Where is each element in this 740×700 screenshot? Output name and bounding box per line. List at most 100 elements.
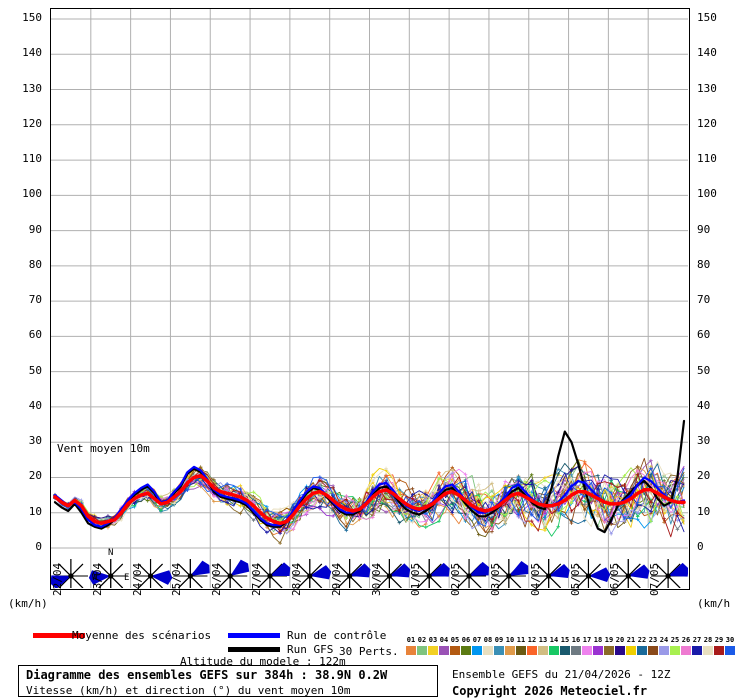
unit-left-label: (km/h) xyxy=(8,597,48,610)
member-number: 19 xyxy=(604,636,614,644)
member-swatch xyxy=(615,646,625,655)
y-tick-label-left: 30 xyxy=(28,434,42,448)
y-tick-label-right: 140 xyxy=(697,46,717,60)
legend-label-mean: Moyenne des scénarios xyxy=(72,629,212,642)
y-tick-label-right: 150 xyxy=(697,11,717,24)
title-box xyxy=(18,665,438,697)
member-number: 13 xyxy=(538,636,548,644)
x-tick-label: 22/04 xyxy=(51,562,64,596)
member-number: 05 xyxy=(450,636,460,644)
y-tick-label-left: 50 xyxy=(28,363,42,377)
member-number: 10 xyxy=(505,636,515,644)
x-tick-label: 28/04 xyxy=(289,562,303,596)
svg-text:E: E xyxy=(124,573,129,583)
member-swatch xyxy=(725,646,735,655)
member-swatch xyxy=(582,646,592,655)
y-tick-label-right: 20 xyxy=(697,469,711,483)
member-swatch xyxy=(516,646,526,655)
member-number: 20 xyxy=(615,636,625,644)
y-tick-label-right: 0 xyxy=(697,540,704,553)
member-number: 24 xyxy=(659,636,669,644)
copyright-label: Copyright 2026 Meteociel.fr xyxy=(452,684,648,698)
y-tick-label-right: 110 xyxy=(697,152,717,166)
member-numbers: 01 02 03 04 05 06 07 08 09 10 11 12 13 14 15 16 17 18 19 20… xyxy=(406,636,736,644)
member-swatch xyxy=(439,646,449,655)
member-number: 06 xyxy=(461,636,471,644)
member-swatch xyxy=(450,646,460,655)
member-swatch xyxy=(406,646,416,655)
member-swatch xyxy=(703,646,713,655)
y-tick-label-right: 60 xyxy=(697,328,711,342)
member-swatch xyxy=(417,646,427,655)
member-swatch xyxy=(494,646,504,655)
member-number: 28 xyxy=(703,636,713,644)
plot-annotation: Vent moyen 10m xyxy=(57,442,150,455)
member-number: 16 xyxy=(571,636,581,644)
member-number: 12 xyxy=(527,636,537,644)
plot-area: NSEW xyxy=(50,8,690,590)
y-tick-label-left: 10 xyxy=(28,504,42,518)
y-tick-label-right: 90 xyxy=(697,222,711,236)
member-number: 03 xyxy=(428,636,438,644)
member-swatch xyxy=(670,646,680,655)
y-tick-label-left: 110 xyxy=(22,152,42,166)
y-tick-label-right: 100 xyxy=(697,187,717,201)
member-swatch xyxy=(472,646,482,655)
x-tick-label: 03/05 xyxy=(488,562,502,596)
y-tick-label-left: 70 xyxy=(28,293,42,307)
member-number: 07 xyxy=(472,636,482,644)
member-swatch xyxy=(505,646,515,655)
legend-swatch-gfs xyxy=(228,647,280,652)
member-swatch xyxy=(571,646,581,655)
member-number: 22 xyxy=(637,636,647,644)
y-tick-label-left: 80 xyxy=(28,257,42,271)
y-tick-label-right: 30 xyxy=(697,434,711,448)
member-number: 26 xyxy=(681,636,691,644)
member-number: 29 xyxy=(714,636,724,644)
y-tick-label-left: 90 xyxy=(28,222,42,236)
member-swatch xyxy=(604,646,614,655)
chart-title: Diagramme des ensembles GEFS sur 384h : … xyxy=(26,668,388,682)
member-number: 04 xyxy=(439,636,449,644)
member-swatch xyxy=(659,646,669,655)
member-number: 02 xyxy=(417,636,427,644)
y-tick-label-left: 150 xyxy=(22,11,42,24)
x-tick-label: 07/05 xyxy=(648,562,662,596)
x-tick-label: 23/04 xyxy=(90,562,104,596)
y-tick-label-left: 120 xyxy=(22,116,42,130)
y-tick-label-right: 80 xyxy=(697,257,711,271)
altitude-label: Altitude du modele : 122m xyxy=(180,655,346,668)
x-tick-label: 27/04 xyxy=(250,562,264,596)
y-tick-label-left: 60 xyxy=(28,328,42,342)
member-number: 11 xyxy=(516,636,526,644)
legend-label-control: Run de contrôle xyxy=(287,629,387,642)
ensemble-traces: NSEW xyxy=(51,419,688,588)
legend-swatch-control xyxy=(228,633,280,638)
x-tick-label: 25/04 xyxy=(170,562,184,596)
y-tick-label-right: 10 xyxy=(697,504,711,518)
y-tick-label-left: 130 xyxy=(22,81,42,95)
x-tick-label: 26/04 xyxy=(210,562,224,596)
member-swatch xyxy=(692,646,702,655)
member-number: 17 xyxy=(582,636,592,644)
y-tick-label-right: 120 xyxy=(697,116,717,130)
y-tick-label-left: 100 xyxy=(22,187,42,201)
perts-count-label: 30 Perts. xyxy=(339,645,399,658)
y-tick-label-right: 50 xyxy=(697,363,711,377)
ensemble-run-label: Ensemble GEFS du 21/04/2026 - 12Z xyxy=(452,668,671,681)
y-tick-label-left: 20 xyxy=(28,469,42,483)
x-tick-label: 02/05 xyxy=(449,562,463,596)
x-tick-label: 05/05 xyxy=(568,562,582,596)
member-number: 23 xyxy=(648,636,658,644)
member-swatch xyxy=(483,646,493,655)
member-number: 25 xyxy=(670,636,680,644)
member-number: 21 xyxy=(626,636,636,644)
legend-label-gfs: Run GFS xyxy=(287,643,334,656)
y-tick-label-right: 70 xyxy=(697,293,711,307)
member-color-swatches xyxy=(406,646,736,655)
x-tick-label: 01/05 xyxy=(409,562,423,596)
member-swatch xyxy=(648,646,658,655)
member-number: 01 xyxy=(406,636,416,644)
x-tick-label: 06/05 xyxy=(608,562,622,596)
